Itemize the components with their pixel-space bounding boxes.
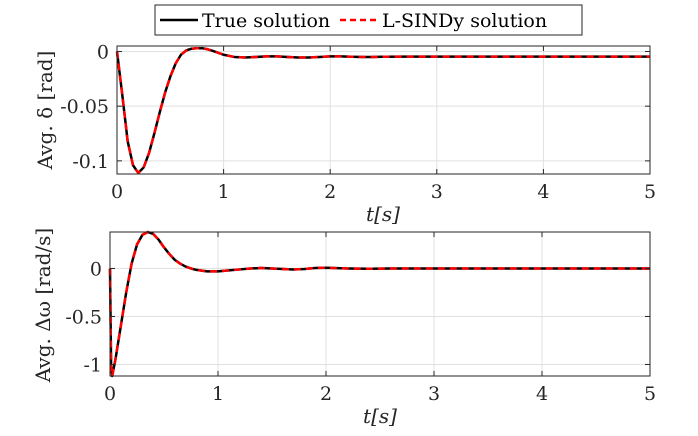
top-ticks: 0 1 2 3 4 5 0 -0.05 -0.1 xyxy=(60,41,656,203)
bottom-series xyxy=(108,230,650,378)
bottom-x-tick-label-5: 5 xyxy=(644,383,656,405)
top-y-tick-label-0: 0 xyxy=(97,41,109,63)
legend-box xyxy=(154,4,583,36)
top-x-tick-label-4: 4 xyxy=(537,181,549,203)
bottom-x-tick-label-3: 3 xyxy=(428,383,440,405)
bottom-x-axis-label: t[s] xyxy=(363,404,397,428)
legend-label-true: True solution xyxy=(202,10,330,32)
bottom-y-tick-label-0: 0 xyxy=(90,258,102,280)
bottom-x-tick-label-1: 1 xyxy=(212,383,224,405)
top-x-tick-label-1: 1 xyxy=(218,181,230,203)
top-x-tick-label-3: 3 xyxy=(431,181,443,203)
bottom-x-tick-label-4: 4 xyxy=(536,383,548,405)
top-series-lsindy-solution xyxy=(115,46,650,175)
top-axes-box xyxy=(116,45,651,175)
bottom-series-lsindy-solution xyxy=(108,230,650,378)
top-x-axis-label: t[s] xyxy=(366,202,400,226)
bottom-y-tick-label-2: -1 xyxy=(83,354,102,376)
top-panel: 0 1 2 3 4 5 0 -0.05 -0.1 t[s] Avg. δ [rad] xyxy=(33,41,656,226)
top-y-tick-label-2: -0.1 xyxy=(72,151,109,173)
bottom-y-tick-label-1: -0.5 xyxy=(65,306,102,328)
bottom-plot-area xyxy=(110,232,650,376)
top-x-tick-label-2: 2 xyxy=(324,181,336,203)
bottom-panel: 0 1 2 3 4 5 0 -0.5 -1 t[s] Avg. Δω [rad/s] xyxy=(31,228,656,428)
top-x-tick-label-5: 5 xyxy=(644,181,656,203)
bottom-x-tick-label-0: 0 xyxy=(104,383,116,405)
top-y-axis-label: Avg. δ [rad] xyxy=(33,51,57,171)
bottom-ticks: 0 1 2 3 4 5 0 -0.5 -1 xyxy=(65,232,656,405)
top-x-tick-label-0: 0 xyxy=(111,181,123,203)
legend: True solution L-SINDy solution xyxy=(154,4,583,36)
legend-label-lsindy: L-SINDy solution xyxy=(382,10,547,32)
top-series xyxy=(115,46,650,175)
top-y-tick-label-1: -0.05 xyxy=(60,96,109,118)
bottom-axes-box xyxy=(109,231,651,377)
bottom-x-tick-label-2: 2 xyxy=(320,383,332,405)
bottom-y-axis-label: Avg. Δω [rad/s] xyxy=(31,228,55,383)
top-plot-area xyxy=(117,46,650,174)
